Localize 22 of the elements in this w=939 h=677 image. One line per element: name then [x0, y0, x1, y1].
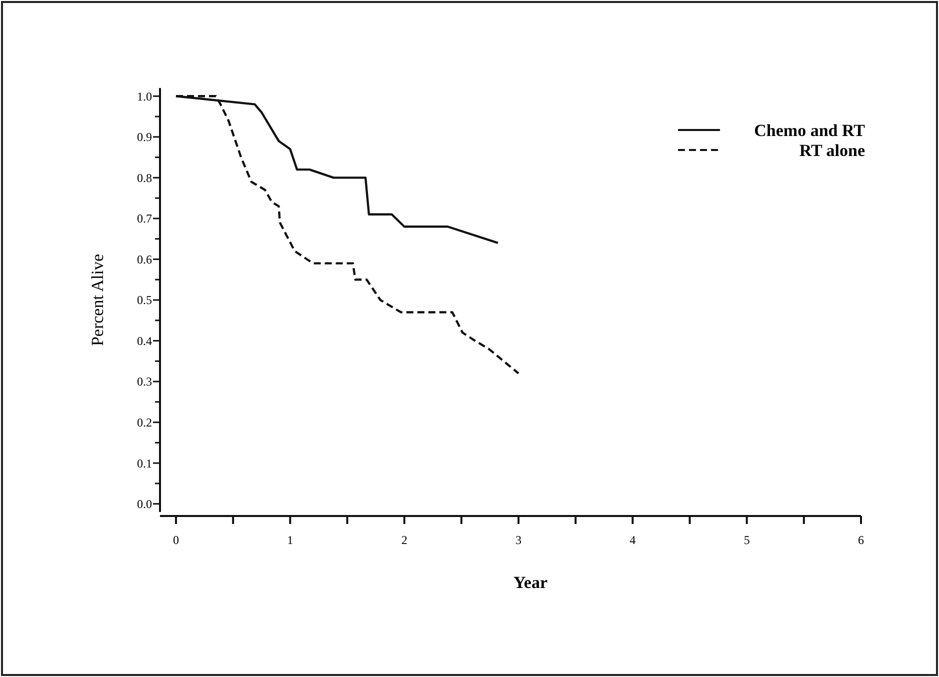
y-tick-label: 0.4 [137, 334, 152, 348]
legend-label: Chemo and RT [754, 120, 866, 140]
x-axis-title: Year [514, 573, 548, 592]
x-tick-label: 2 [401, 533, 408, 547]
y-axis-title: Percent Alive [88, 254, 107, 346]
y-tick-label: 0.7 [137, 212, 152, 226]
x-tick-label: 0 [172, 533, 179, 547]
y-tick-label: 0.3 [137, 374, 152, 389]
y-tick-label: 0.2 [137, 416, 152, 430]
y-tick-label: 0.0 [137, 497, 152, 512]
x-tick-label: 5 [744, 533, 750, 547]
y-tick-label: 0.1 [137, 456, 152, 470]
y-tick-label: 1.0 [137, 89, 152, 104]
y-tick-label: 0.6 [137, 252, 152, 266]
y-tick-label: 0.9 [137, 130, 152, 144]
x-tick-label: 4 [630, 533, 636, 547]
x-tick-label: 3 [515, 533, 522, 547]
y-tick-label: 0.5 [137, 293, 152, 308]
x-tick-label: 6 [858, 533, 864, 547]
y-tick-label: 0.8 [137, 170, 152, 185]
x-tick-label: 1 [287, 533, 294, 547]
text: RT alone [799, 140, 866, 160]
